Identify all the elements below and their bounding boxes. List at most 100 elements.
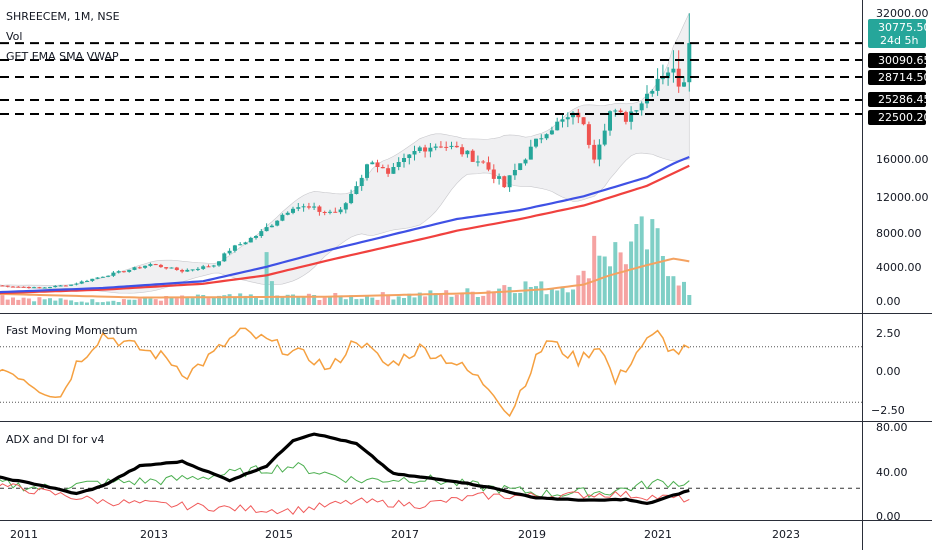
candle-body — [58, 285, 63, 287]
candle-body — [11, 286, 15, 288]
candle-body — [132, 267, 137, 270]
candle-body — [248, 237, 253, 243]
volume-bar — [85, 302, 89, 305]
volume-bar — [264, 252, 269, 305]
candle-body — [296, 207, 301, 209]
candle-body — [95, 277, 100, 279]
volume-bar — [586, 278, 591, 305]
volume-bar — [143, 296, 148, 305]
volume-bar — [475, 297, 480, 305]
candle-body — [423, 147, 428, 152]
volume-bar — [16, 299, 21, 305]
volume-bar — [343, 299, 348, 305]
candle-body — [608, 111, 612, 131]
candle-body — [254, 236, 258, 238]
volume-bar — [306, 293, 311, 305]
volume-bar — [571, 289, 575, 305]
volume-bar — [365, 296, 369, 305]
candle-body — [375, 162, 380, 167]
candle-body — [586, 124, 591, 145]
candle-body — [190, 269, 195, 271]
candle-body — [79, 281, 84, 284]
candle-body — [565, 117, 570, 120]
momentum-axis[interactable]: 2.50 0.00 −2.50 — [871, 327, 905, 417]
volume-bar — [317, 300, 322, 305]
momentum-legend[interactable]: Fast Moving Momentum — [6, 324, 138, 337]
candle-body — [312, 206, 317, 208]
volume-bar — [328, 296, 332, 305]
volume-bar — [48, 298, 52, 305]
candle-body — [629, 111, 634, 122]
candle-body — [90, 278, 95, 281]
candle-body — [507, 175, 512, 188]
volume-bar — [682, 281, 686, 305]
candle-body — [528, 146, 533, 160]
volume-bar — [645, 249, 649, 305]
candle-body — [613, 110, 618, 112]
volume-bar — [243, 295, 248, 305]
volume-bar — [629, 241, 634, 305]
volume-bar — [227, 294, 232, 305]
candle-body — [660, 78, 665, 80]
candle-body — [687, 43, 692, 83]
candle-body — [465, 150, 470, 155]
price-tick-8000: 8000.00 — [876, 227, 922, 240]
volume-bar — [412, 297, 417, 305]
candle-body — [185, 269, 190, 272]
level-label-3: 25286.45 — [878, 93, 931, 106]
symbol-legend[interactable]: SHREECEM, 1M, NSE — [6, 10, 120, 23]
candle-body — [74, 283, 79, 285]
level-tag-1 — [868, 53, 926, 68]
candle-body — [560, 119, 565, 122]
volume-bar — [523, 281, 528, 305]
volume-bar — [238, 293, 243, 305]
volume-bar — [407, 293, 412, 305]
candle-body — [602, 130, 607, 145]
candle-body — [227, 250, 232, 254]
volume-bar — [127, 299, 132, 305]
adx-axis[interactable]: 80.00 40.00 0.00 — [876, 421, 908, 523]
volume-legend[interactable]: Vol — [6, 30, 22, 43]
candle-body — [328, 211, 332, 213]
volume-bar — [433, 293, 438, 305]
momentum-tick-0: 0.00 — [876, 365, 901, 378]
volume-bar — [666, 276, 671, 305]
candle-body — [211, 265, 216, 267]
volume-bar — [74, 302, 79, 305]
volume-bar — [269, 281, 274, 305]
level-tag-3 — [868, 92, 926, 107]
candle-body — [650, 90, 655, 94]
volume-bar — [201, 295, 206, 305]
candle-body — [645, 93, 649, 104]
volume-bar — [58, 298, 63, 305]
volume-bar — [158, 300, 163, 305]
volume-bar — [333, 293, 338, 305]
ema-line — [0, 155, 690, 294]
candle-body — [454, 145, 459, 148]
momentum-tick-2.5: 2.50 — [876, 327, 901, 340]
time-axis[interactable]: 2011 2013 2015 2017 2019 2021 2023 — [10, 528, 800, 541]
volume-bar — [423, 296, 428, 305]
level-tag-4 — [868, 110, 926, 125]
candle-body — [534, 138, 538, 147]
adx-legend[interactable]: ADX and DI for v4 — [6, 433, 105, 446]
price-axis[interactable]: 32000.00 16000.00 12000.00 8000.00 4000.… — [868, 7, 931, 308]
candle-body — [143, 265, 148, 268]
candle-body — [26, 287, 31, 288]
countdown-label: 24d 5h — [880, 34, 918, 47]
candle-body — [343, 203, 348, 210]
candle-body — [428, 147, 433, 152]
volume-bar — [402, 298, 406, 305]
volume-bar — [349, 295, 354, 305]
volume-bar — [386, 295, 391, 305]
volume-bar — [164, 296, 169, 305]
candle-body — [460, 147, 465, 155]
level-label-2: 28714.50 — [878, 71, 931, 84]
candle-body — [269, 225, 274, 228]
overlay-legend[interactable]: GET EMA SMA VWAP — [6, 50, 119, 63]
candle-body — [391, 167, 396, 174]
candle-body — [217, 261, 221, 266]
volume-bar — [100, 302, 105, 305]
candle-body — [380, 167, 385, 169]
volume-bar — [37, 297, 42, 305]
